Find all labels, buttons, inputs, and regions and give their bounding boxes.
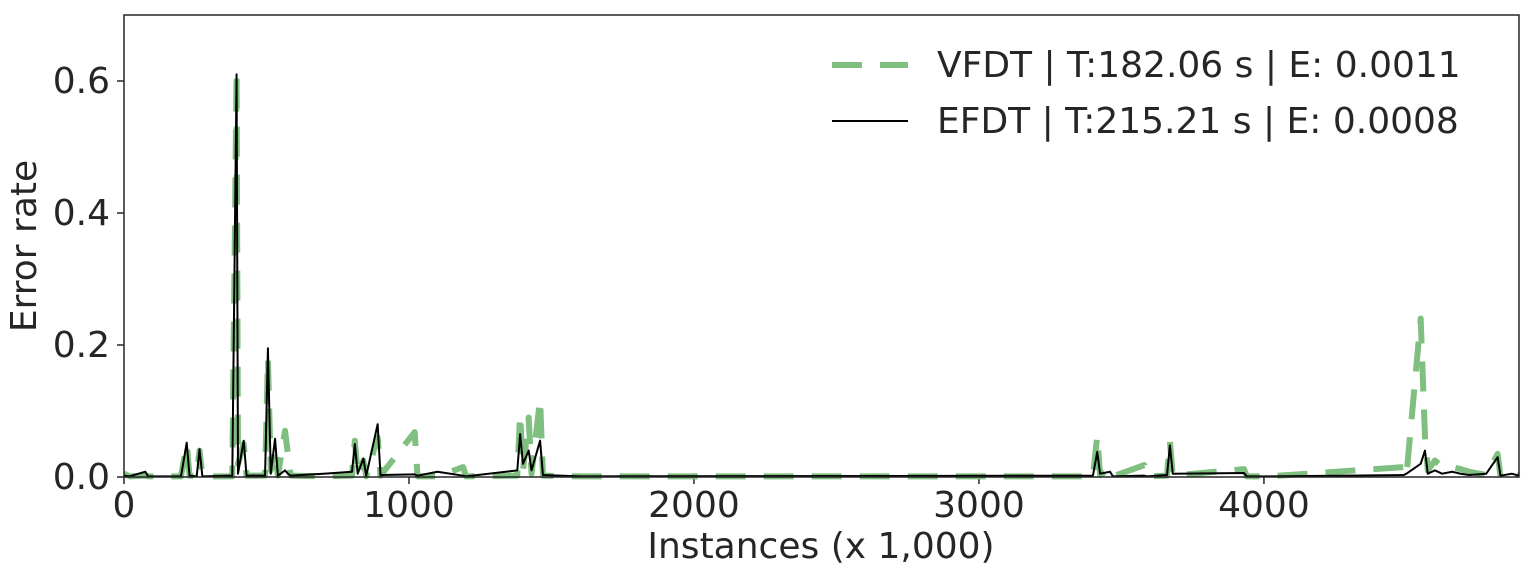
series-line — [122, 68, 1521, 480]
legend-label: EFDT | T:215.21 s | E: 0.0008 — [937, 101, 1459, 142]
series-line — [123, 73, 1520, 478]
plot-frame — [123, 14, 1520, 478]
y-tick-label: 0.0 — [53, 457, 110, 498]
x-tick-label: 4000 — [1218, 485, 1310, 526]
x-tick-label: 3000 — [933, 485, 1025, 526]
x-tick-label: 1000 — [363, 485, 455, 526]
y-tick-label: 0.2 — [53, 325, 110, 366]
y-tick-label: 0.4 — [53, 193, 110, 234]
x-tick-label: 2000 — [648, 485, 740, 526]
x-axis-label: Instances (x 1,000) — [647, 526, 994, 567]
x-tick-label: 0 — [113, 485, 136, 526]
y-axis-label: Error rate — [4, 160, 45, 332]
legend-label: VFDT | T:182.06 s | E: 0.0011 — [937, 45, 1461, 86]
y-tick-label: 0.6 — [53, 61, 110, 102]
